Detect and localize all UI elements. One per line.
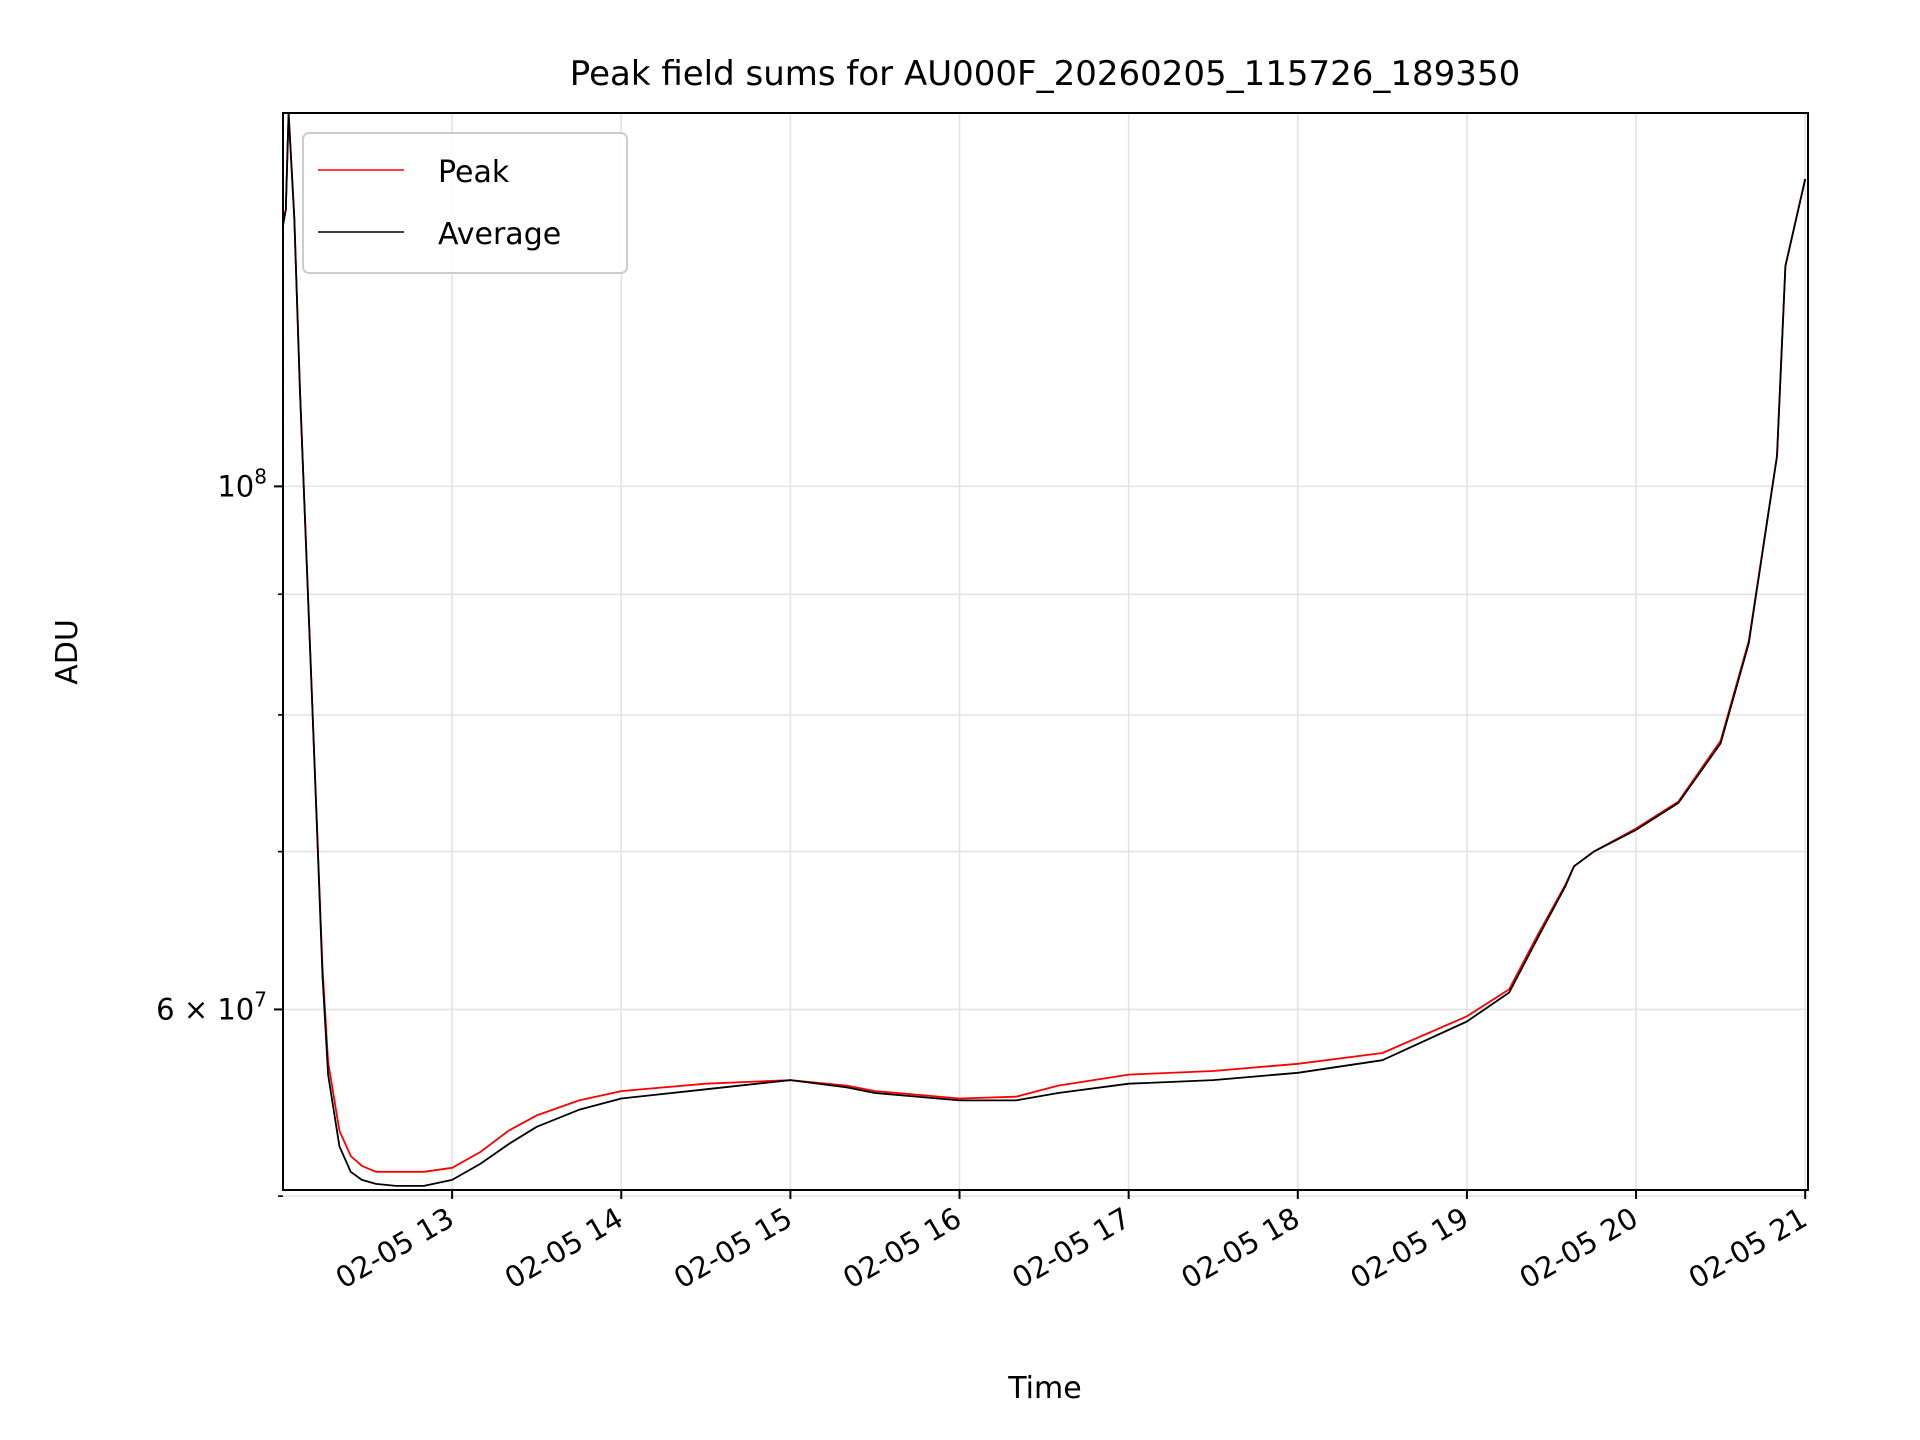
series-lines <box>282 112 1807 1187</box>
legend-label-average: Average <box>438 217 561 252</box>
chart-title: Peak field sums for AU000F_20260205_1157… <box>570 54 1520 94</box>
y-tick-label-base: 10 <box>217 469 254 503</box>
y-tick-label: 6 × 107 <box>156 987 267 1026</box>
grid <box>283 113 1808 1197</box>
legend-label-peak: Peak <box>438 155 510 190</box>
series-line-average <box>282 112 1807 1187</box>
legend-box <box>302 132 628 274</box>
y-tick-label: 108 <box>217 464 267 503</box>
y-tick-label-exponent: 8 <box>254 464 267 488</box>
x-axis-label: Time <box>1007 1371 1081 1406</box>
y-axis-label: ADU <box>50 619 85 685</box>
legend: Peak Average <box>302 132 628 274</box>
y-tick-label-base: 6 × 10 <box>156 992 254 1026</box>
plot-area <box>283 113 1808 1190</box>
plot-frame <box>282 112 1809 1191</box>
y-tick-label-exponent: 7 <box>254 987 267 1011</box>
